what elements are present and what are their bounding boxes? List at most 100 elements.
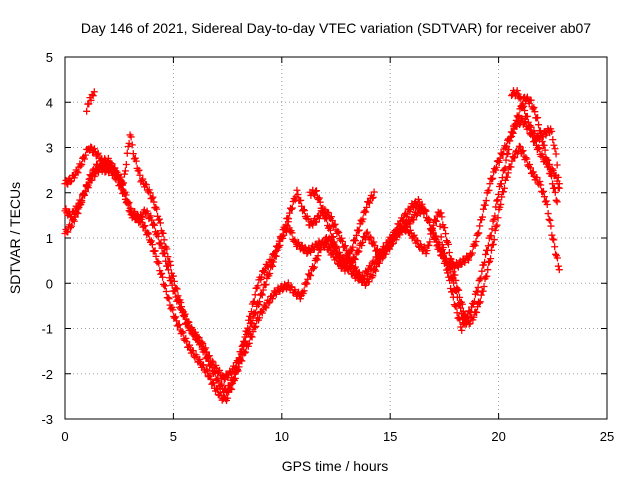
- data-point: [550, 184, 558, 192]
- data-point: [465, 256, 473, 264]
- data-point: [378, 250, 386, 258]
- data-point: [493, 221, 501, 229]
- data-point: [476, 298, 484, 306]
- data-point: [227, 369, 235, 377]
- data-point: [262, 304, 270, 312]
- data-point: [369, 193, 377, 201]
- data-point: [432, 235, 440, 243]
- data-point: [422, 250, 430, 258]
- data-point: [454, 285, 462, 293]
- data-point: [366, 233, 374, 241]
- y-tick-label: -2: [41, 367, 53, 382]
- data-point: [287, 205, 295, 213]
- data-point: [300, 207, 308, 215]
- data-point: [498, 174, 506, 182]
- data-point: [78, 197, 86, 205]
- data-point: [548, 231, 556, 239]
- data-point: [78, 160, 86, 168]
- data-point: [151, 221, 159, 229]
- data-point: [553, 161, 561, 169]
- data-point: [552, 150, 560, 158]
- data-point: [474, 230, 482, 238]
- data-point: [362, 229, 370, 237]
- data-point: [489, 240, 497, 248]
- data-point: [81, 191, 89, 199]
- data-point: [533, 174, 541, 182]
- data-point: [87, 143, 95, 151]
- data-point: [330, 221, 338, 229]
- data-point: [545, 163, 553, 171]
- data-point: [372, 267, 380, 275]
- data-point: [540, 193, 548, 201]
- data-point: [439, 244, 447, 252]
- data-point: [211, 369, 219, 377]
- data-point: [437, 233, 445, 241]
- data-point: [325, 243, 333, 251]
- data-point: [146, 189, 154, 197]
- data-point: [179, 329, 187, 337]
- data-point: [160, 236, 168, 244]
- data-point: [296, 295, 304, 303]
- data-point: [141, 222, 149, 230]
- data-point: [474, 303, 482, 311]
- data-point: [492, 203, 500, 211]
- data-point: [492, 163, 500, 171]
- x-tick-label: 15: [383, 429, 397, 444]
- data-point: [515, 111, 523, 119]
- data-point: [256, 314, 264, 322]
- data-point: [304, 275, 312, 283]
- data-point: [410, 231, 418, 239]
- data-point: [288, 229, 296, 237]
- data-point: [551, 243, 559, 251]
- data-point: [97, 164, 105, 172]
- data-point: [172, 313, 180, 321]
- data-point: [441, 257, 449, 265]
- series-trace-a: [61, 142, 563, 404]
- data-point: [94, 168, 102, 176]
- data-point: [279, 286, 287, 294]
- data-point: [240, 340, 248, 348]
- data-point: [461, 320, 469, 328]
- data-point: [149, 193, 157, 201]
- data-point: [288, 204, 296, 212]
- data-point: [312, 187, 320, 195]
- data-point: [165, 295, 173, 303]
- data-point: [478, 267, 486, 275]
- data-point: [355, 268, 363, 276]
- data-point: [178, 328, 186, 336]
- data-point: [464, 312, 472, 320]
- data-point: [534, 114, 542, 122]
- data-point: [552, 196, 560, 204]
- x-tick-label: 10: [275, 429, 289, 444]
- data-point: [161, 250, 169, 258]
- data-point: [371, 242, 379, 250]
- data-point: [262, 281, 270, 289]
- data-point: [460, 319, 468, 327]
- data-point: [442, 230, 450, 238]
- data-point: [272, 248, 280, 256]
- data-point: [443, 237, 451, 245]
- data-point: [529, 168, 537, 176]
- data-point: [476, 222, 484, 230]
- data-point: [309, 265, 317, 273]
- data-point: [410, 216, 418, 224]
- y-tick-label: 4: [46, 95, 53, 110]
- data-point: [117, 173, 125, 181]
- data-point: [497, 180, 505, 188]
- data-point: [363, 228, 371, 236]
- data-point: [444, 269, 452, 277]
- data-point: [251, 291, 259, 299]
- data-point: [477, 291, 485, 299]
- data-point: [364, 270, 372, 278]
- data-point: [155, 215, 163, 223]
- data-point: [93, 150, 101, 158]
- data-point: [303, 280, 311, 288]
- data-point: [492, 223, 500, 231]
- data-point: [377, 249, 385, 257]
- data-point: [126, 204, 134, 212]
- data-point: [429, 227, 437, 235]
- data-point: [425, 241, 433, 249]
- data-point: [330, 238, 338, 246]
- data-point: [470, 313, 478, 321]
- data-point: [299, 206, 307, 214]
